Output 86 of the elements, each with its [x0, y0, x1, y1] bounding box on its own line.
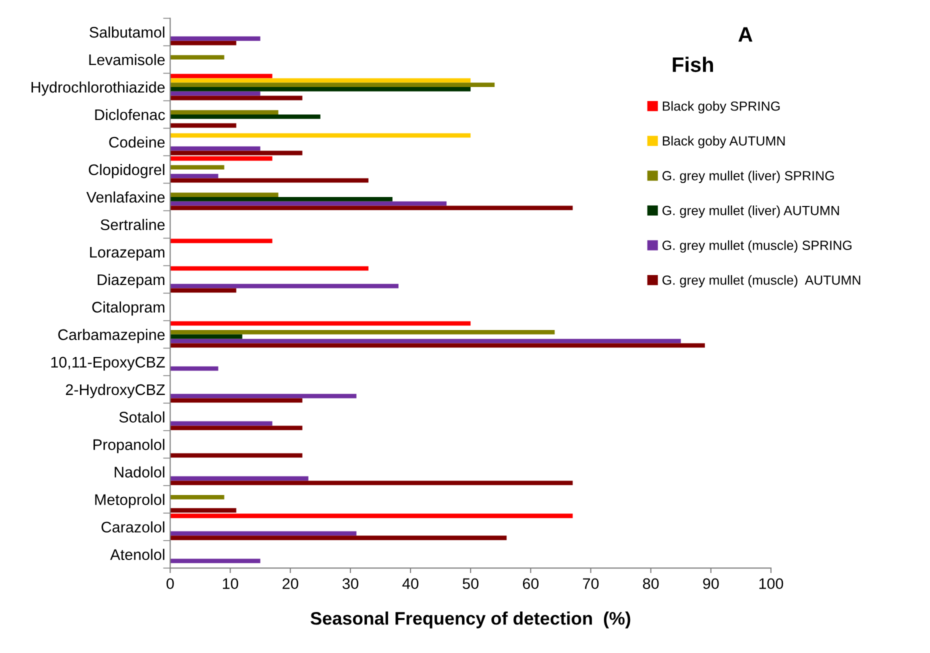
legend-label: G. grey mullet (liver) SPRING: [662, 170, 834, 184]
y-tick-label: Levamisole: [89, 54, 165, 66]
x-tick-label: 30: [342, 578, 358, 590]
bar: [170, 494, 224, 500]
bar: [170, 156, 272, 161]
bar: [170, 284, 398, 288]
bar: [170, 110, 278, 115]
bar: [170, 288, 236, 293]
y-tick-label: Venlafaxine: [86, 191, 165, 203]
bar: [170, 453, 302, 458]
bar: [170, 514, 573, 518]
bar: [170, 133, 471, 138]
y-tick-label: Clopidogrel: [88, 164, 164, 178]
bar: [170, 201, 447, 206]
y-tick-label: 2-HydroxyCBZ: [66, 384, 165, 398]
x-tick-label: 40: [402, 578, 418, 590]
bar: [170, 114, 320, 119]
bar: [170, 558, 260, 564]
legend-label: G. grey mullet (muscle) SPRING: [662, 240, 852, 253]
chart-title: A: [738, 27, 752, 42]
y-tick-label: Citalopram: [92, 301, 164, 316]
bar: [170, 206, 573, 210]
bar: [170, 536, 507, 540]
bar: [170, 343, 705, 348]
y-tick-label: Sertraline: [100, 218, 165, 230]
bar: [170, 334, 242, 339]
bar: [170, 40, 236, 46]
bar: [170, 366, 218, 371]
bar: [170, 123, 236, 128]
bar: [170, 192, 278, 197]
y-tick-label: Propanolol: [94, 438, 164, 454]
legend-label: G. grey mullet (muscle) AUTUMN: [662, 275, 860, 288]
x-tick-label: 80: [642, 578, 659, 590]
bar: [170, 321, 471, 326]
bar: [170, 266, 368, 271]
x-tick-label: 90: [703, 578, 719, 590]
y-tick-label: Diclofenac: [95, 108, 165, 120]
x-tick-label: 70: [583, 578, 599, 590]
y-tick-label: 10,11-EpoxyCBZ: [51, 356, 165, 371]
bar: [170, 96, 302, 100]
bar: [170, 394, 356, 398]
bar: [170, 150, 302, 156]
y-tick-label: Atenolol: [110, 548, 164, 560]
x-tick-label: 10: [222, 578, 238, 590]
text: Fish: [672, 56, 713, 72]
bar: [170, 330, 555, 334]
bar: [170, 480, 573, 486]
bar: [170, 91, 260, 96]
bar: [170, 196, 392, 202]
bar: [170, 78, 471, 83]
x-tick-label: 60: [522, 578, 539, 590]
bar: [170, 531, 356, 536]
x-tick-label: 50: [462, 578, 478, 590]
x-tick-label: 0: [166, 578, 174, 590]
legend-label: Black goby AUTUMN: [662, 136, 785, 148]
bar: [170, 476, 308, 481]
legend-label: Black goby SPRING: [662, 101, 780, 114]
x-axis-title: Seasonal Frequency of detection (%): [310, 612, 630, 628]
y-tick-label: Carazolol: [102, 521, 164, 533]
bar: [170, 146, 260, 151]
bar: [170, 398, 302, 403]
y-tick-label: Diazepam: [98, 274, 164, 288]
bar: [170, 55, 224, 60]
bar: [170, 174, 218, 178]
bar: [170, 338, 681, 344]
bar: [170, 238, 272, 244]
y-tick-label: Hydrochlorothiazide: [32, 81, 165, 96]
y-tick-label: Sotalol: [119, 411, 164, 423]
bar: [170, 82, 495, 88]
bar: [170, 421, 272, 426]
y-tick-label: Carbamazepine: [58, 328, 165, 344]
y-tick-label: Metoprolol: [95, 494, 164, 508]
bar: [170, 36, 260, 41]
x-tick-label: 20: [282, 578, 298, 590]
y-tick-label: Lorazepam: [90, 246, 164, 261]
y-tick-label: Salbutamol: [90, 26, 164, 38]
bar: [170, 178, 368, 183]
legend-label: G. grey mullet (liver) AUTUMN: [662, 206, 839, 218]
bar: [170, 87, 471, 92]
x-tick-label: 100: [759, 578, 784, 590]
bar: [170, 165, 224, 170]
y-tick-label: Codeine: [109, 136, 165, 148]
bar: [170, 508, 236, 513]
bar: [170, 426, 302, 430]
bar: [170, 74, 272, 78]
y-tick-label: Nadolol: [114, 466, 164, 478]
